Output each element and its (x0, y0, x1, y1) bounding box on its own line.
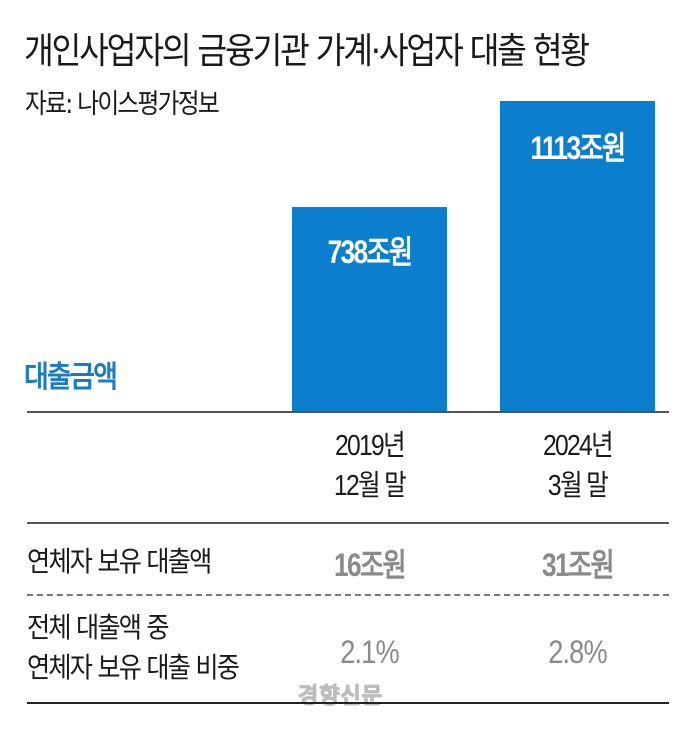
value-overdue-2019: 16조원 (334, 547, 407, 583)
row-label-line2: 연체자 보유 대출 비중 (27, 651, 240, 684)
bar-2019: 738조원 (292, 207, 447, 412)
table-divider-dashed (27, 594, 669, 596)
period-year: 2019년 (334, 430, 406, 462)
bar-value-label: 1113조원 (530, 130, 627, 166)
value-share-2019: 2.1% (340, 634, 399, 670)
period-label-2024: 2024년 3월 말 (512, 426, 644, 506)
value-overdue-2024: 31조원 (542, 547, 615, 583)
period-year: 2024년 (542, 430, 614, 462)
source-note: 자료: 나이스평가정보 (25, 89, 220, 120)
row-label-line1: 전체 대출액 중 (27, 611, 170, 644)
row-label-overdue-share: 전체 대출액 중 연체자 보유 대출 비중 (27, 608, 240, 688)
value-share-2024: 2.8% (548, 634, 607, 670)
metric-label-loan-amount: 대출금액 (24, 360, 118, 395)
row-label-overdue-loans: 연체자 보유 대출액 (27, 545, 212, 578)
publisher-watermark: 경향신문 (298, 684, 383, 710)
period-label-2019: 2019년 12월 말 (304, 426, 436, 506)
table-divider-top (27, 522, 669, 524)
period-month: 3월 말 (547, 470, 609, 502)
chart-title: 개인사업자의 금융기관 가계·사업자 대출 현황 (24, 31, 590, 72)
bar-2024: 1113조원 (500, 101, 655, 412)
table-divider-bottom (27, 702, 669, 704)
period-month: 12월 말 (333, 470, 407, 502)
chart-baseline (27, 411, 669, 413)
bar-value-label: 738조원 (327, 234, 414, 270)
